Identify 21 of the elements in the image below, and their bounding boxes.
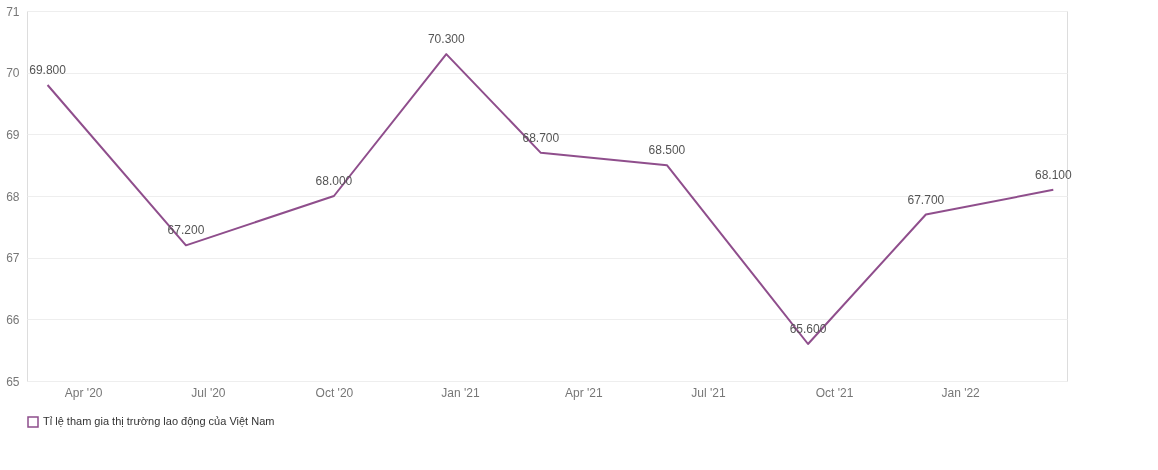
y-tick-label: 71 [6, 4, 20, 19]
x-tick-label: Jul '21 [691, 385, 726, 400]
x-tick-label: Apr '21 [564, 385, 603, 400]
y-tick-label: 70 [6, 66, 20, 81]
x-tick-label: Jan '22 [941, 385, 981, 400]
data-label: 67.700 [907, 192, 945, 207]
data-label: 70.300 [427, 32, 465, 47]
y-tick-label: 68 [6, 189, 20, 204]
x-tick-label: Jan '21 [441, 385, 480, 400]
legend-label: Tỉ lệ tham gia thị trường lao động của Việt Nam [43, 415, 275, 427]
y-tick-label: 66 [6, 312, 20, 327]
y-tick-label: 69 [6, 127, 20, 142]
data-label: 69.800 [29, 63, 67, 77]
y-tick-label: 65 [6, 374, 20, 389]
x-tick-label: Apr '20 [64, 385, 103, 400]
x-tick-label: Oct '21 [815, 385, 854, 400]
x-tick-label: Oct '20 [315, 385, 354, 400]
x-tick-label: Jul '20 [191, 385, 226, 400]
y-tick-label: 67 [6, 251, 20, 266]
data-label: 68.500 [648, 143, 686, 158]
data-label: 68.100 [1034, 167, 1072, 182]
